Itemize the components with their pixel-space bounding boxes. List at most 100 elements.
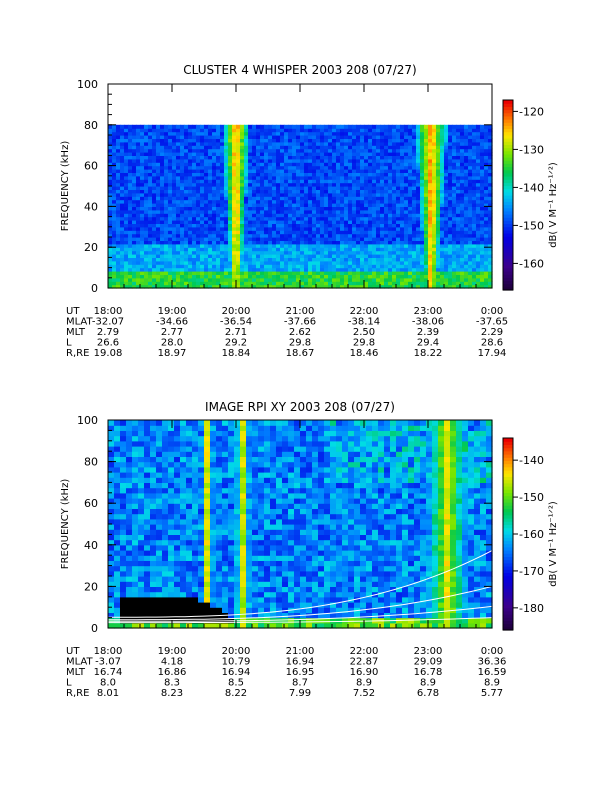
spectrogram-cell [440, 158, 445, 163]
spectrogram-cell [392, 199, 397, 204]
spectrogram-cell [144, 271, 149, 275]
spectrogram-cell [440, 216, 445, 221]
spectrogram-cell [340, 196, 345, 201]
spectrogram-cell [168, 131, 173, 136]
spectrogram-cell [372, 145, 377, 150]
spectrogram-cell [484, 131, 489, 136]
spectrogram-cell [196, 152, 201, 156]
spectrogram-cell [300, 277, 305, 282]
spectrogram-cell [180, 230, 185, 235]
spectrogram-cell [484, 250, 489, 255]
spectrogram-cell [292, 148, 297, 153]
spectrogram-cell [192, 152, 197, 156]
spectrogram-cell [120, 264, 125, 269]
spectrogram-cell [336, 192, 341, 197]
spectrogram-cell [152, 247, 157, 252]
spectrogram-cell [464, 162, 469, 167]
spectrogram-cell [428, 284, 433, 289]
spectrogram-cell [192, 267, 197, 272]
ephemeris-value: 20:00 [222, 306, 251, 317]
spectrogram-cell [114, 498, 121, 504]
spectrogram-cell [356, 186, 361, 190]
spectrogram-cell [156, 131, 161, 136]
spectrogram-cell [114, 472, 121, 478]
spectrogram-cell [126, 576, 133, 582]
spectrogram-cell [132, 596, 139, 603]
spectrogram-cell [156, 213, 161, 218]
spectrogram-cell [160, 152, 165, 156]
spectrogram-cell [308, 135, 313, 139]
spectrogram-cell [128, 165, 133, 170]
spectrogram-cell [124, 145, 129, 150]
spectrogram-cell [148, 233, 153, 238]
spectrogram-cell [320, 209, 325, 214]
spectrogram-cell [424, 260, 429, 265]
spectrogram-cell [232, 192, 237, 197]
spectrogram-cell [216, 264, 221, 269]
spectrogram-cell [132, 461, 139, 468]
spectrogram-cell [172, 152, 177, 156]
spectrogram-cell [126, 534, 133, 541]
spectrogram-cell [108, 169, 113, 173]
spectrogram-cell [480, 250, 485, 255]
spectrogram-cell [148, 281, 153, 286]
spectrogram-cell [268, 131, 273, 136]
spectrogram-cell [360, 220, 365, 224]
spectrogram-cell [332, 216, 337, 221]
spectrogram-cell [164, 131, 169, 136]
spectrogram-cell [232, 172, 237, 177]
spectrogram-cell [156, 281, 161, 286]
spectrogram-cell [416, 247, 421, 252]
spectrogram-cell [452, 274, 457, 279]
spectrogram-cell [180, 254, 185, 258]
spectrogram-cell [448, 243, 453, 248]
spectrogram-cell [116, 199, 121, 204]
spectrogram-cell [440, 230, 445, 235]
spectrogram-cell [292, 155, 297, 160]
spectrogram-cell [444, 131, 449, 136]
spectrogram-cell [332, 162, 337, 167]
colorbar-step [503, 286, 513, 291]
spectrogram-cell [404, 152, 409, 156]
spectrogram-cell [268, 223, 273, 228]
spectrogram-cell [408, 135, 413, 139]
spectrogram-cell [132, 260, 137, 265]
spectrogram-cell [144, 182, 149, 187]
spectrogram-cell [436, 274, 441, 279]
spectrogram-cell [164, 155, 169, 160]
spectrogram-cell [452, 148, 457, 153]
spectrogram-cell [132, 175, 137, 180]
spectrogram-cell [256, 226, 261, 231]
spectrogram-cell [172, 240, 177, 245]
spectrogram-cell [476, 165, 481, 170]
spectrogram-cell [176, 203, 181, 207]
spectrogram-cell [224, 226, 229, 231]
spectrogram-cell [212, 175, 217, 180]
spectrogram-cell [448, 189, 453, 194]
spectrogram-cell [212, 257, 217, 262]
spectrogram-cell [448, 216, 453, 221]
spectrogram-cell [228, 152, 233, 156]
spectrogram-cell [348, 182, 353, 187]
spectrogram-cell [120, 570, 127, 577]
spectrogram-cell [340, 250, 345, 255]
spectrogram-cell [148, 277, 153, 282]
spectrogram-cell [176, 179, 181, 184]
spectrogram-cell [184, 148, 189, 153]
spectrogram-cell [108, 524, 115, 530]
spectrogram-cell [212, 226, 217, 231]
spectrogram-cell [208, 260, 213, 265]
spectrogram-cell [124, 189, 129, 194]
spectrogram-cell [126, 617, 133, 624]
spectrogram-cell [300, 179, 305, 184]
colorbar-step [503, 106, 513, 111]
spectrogram-cell [268, 277, 273, 282]
spectrogram-cell [224, 162, 229, 167]
spectrogram-cell [168, 158, 173, 163]
spectrogram-cell [132, 172, 137, 177]
spectrogram-cell [264, 175, 269, 180]
spectrogram-cell [488, 175, 493, 180]
spectrogram-cell [436, 124, 441, 129]
spectrogram-cell [140, 189, 145, 194]
spectrogram-cell [484, 254, 489, 258]
